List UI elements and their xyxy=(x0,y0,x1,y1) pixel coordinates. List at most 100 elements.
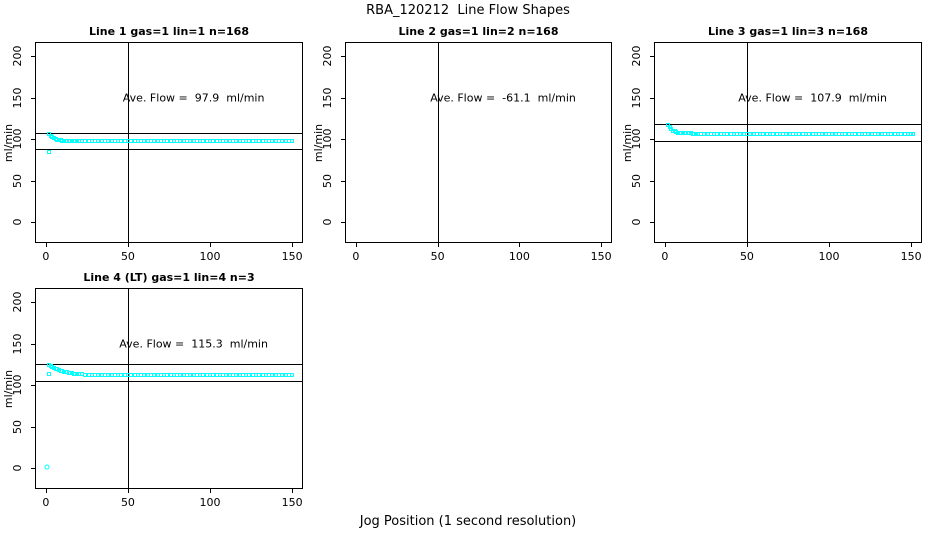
x-tick-label: 150 xyxy=(281,250,303,263)
panel-line-4: Line 4 (LT) gas=1 lin=4 n=3 ml/min Ave. … xyxy=(2,271,303,509)
y-tick-mark xyxy=(31,97,36,99)
y-tick-mark xyxy=(31,139,36,141)
ave-flow-annotation: Ave. Flow = 115.3 ml/min xyxy=(119,337,268,351)
x-tick-label: 150 xyxy=(281,496,303,509)
y-tick-mark xyxy=(341,180,346,182)
x-tick-label: 0 xyxy=(661,250,669,263)
y-tick-label: 50 xyxy=(11,173,24,188)
y-tick-mark xyxy=(341,222,346,224)
y-tick-label: 100 xyxy=(630,128,643,150)
ave-flow-annotation: Ave. Flow = -61.1 ml/min xyxy=(430,91,576,105)
reference-hline xyxy=(36,380,302,382)
x-tick-mark xyxy=(911,242,913,247)
ave-flow-annotation: Ave. Flow = 107.9 ml/min xyxy=(738,91,887,105)
reference-hline xyxy=(655,124,921,126)
x-tick-label: 50 xyxy=(430,250,445,263)
y-tick-mark xyxy=(31,385,36,387)
x-tick-label: 100 xyxy=(508,250,530,263)
x-tick-mark xyxy=(127,488,129,493)
y-tick-label: 100 xyxy=(11,128,24,150)
outlier-point xyxy=(47,371,52,376)
reference-vline xyxy=(746,43,748,242)
y-tick-label: 0 xyxy=(630,218,643,226)
plot-area: Ave. Flow = 115.3 ml/min 0 50 100 150 0 50 100… xyxy=(11,288,303,509)
y-tick-mark xyxy=(31,180,36,182)
reference-vline xyxy=(437,43,439,242)
x-tick-label: 50 xyxy=(120,250,135,263)
y-tick-mark xyxy=(31,302,36,304)
x-tick-mark xyxy=(127,242,129,247)
y-tick-mark xyxy=(31,468,36,470)
y-tick-label: 150 xyxy=(11,87,24,109)
x-tick-label: 0 xyxy=(42,250,50,263)
x-tick-mark xyxy=(746,242,748,247)
y-tick-label: 0 xyxy=(11,464,24,472)
y-tick-label: 200 xyxy=(11,45,24,67)
panel-title: Line 2 gas=1 lin=2 n=168 xyxy=(398,25,559,38)
y-tick-mark xyxy=(31,426,36,428)
x-tick-mark xyxy=(355,242,357,247)
x-tick-label: 0 xyxy=(42,496,50,509)
x-tick-mark xyxy=(437,242,439,247)
y-tick-mark xyxy=(31,56,36,58)
x-tick-mark xyxy=(210,242,212,247)
y-tick-label: 100 xyxy=(321,128,334,150)
plot-area: Ave. Flow = 107.9 ml/min 0 50 100 150 0 50 100… xyxy=(630,42,922,263)
x-tick-label: 150 xyxy=(590,250,612,263)
panel-title: Line 1 gas=1 lin=1 n=168 xyxy=(88,25,249,38)
y-tick-label: 0 xyxy=(321,218,334,226)
x-axis-label: Jog Position (1 second resolution) xyxy=(359,514,577,529)
y-tick-mark xyxy=(341,56,346,58)
y-tick-label: 50 xyxy=(11,419,24,434)
x-tick-label: 100 xyxy=(199,250,221,263)
y-tick-mark xyxy=(650,180,655,182)
x-tick-mark xyxy=(45,488,47,493)
outlier-point xyxy=(44,464,50,470)
y-tick-label: 200 xyxy=(321,45,334,67)
x-tick-mark xyxy=(519,242,521,247)
y-tick-mark xyxy=(341,139,346,141)
plot-area: Ave. Flow = -61.1 ml/min 0 50 100 150 0 50 100… xyxy=(321,42,612,263)
panel-title: Line 3 gas=1 lin=3 n=168 xyxy=(707,25,868,38)
panel-line-1: Line 1 gas=1 lin=1 n=168 ml/min Ave. Flo… xyxy=(2,25,303,263)
x-tick-label: 150 xyxy=(900,250,922,263)
x-tick-label: 50 xyxy=(739,250,754,263)
x-tick-label: 0 xyxy=(352,250,360,263)
y-tick-mark xyxy=(341,97,346,99)
x-tick-mark xyxy=(601,242,603,247)
y-tick-label: 0 xyxy=(11,218,24,226)
y-tick-label: 50 xyxy=(321,173,334,188)
x-tick-mark xyxy=(292,488,294,493)
reference-hline xyxy=(36,364,302,366)
panel-title: Line 4 (LT) gas=1 lin=4 n=3 xyxy=(83,271,255,284)
y-tick-label: 200 xyxy=(11,291,24,313)
reference-vline xyxy=(127,289,129,488)
data-point xyxy=(290,372,295,377)
y-tick-label: 150 xyxy=(321,87,334,109)
y-tick-mark xyxy=(650,56,655,58)
y-tick-label: 100 xyxy=(11,374,24,396)
panel-line-2: Line 2 gas=1 lin=2 n=168 ml/min Ave. Flo… xyxy=(312,25,612,263)
plot-area: Ave. Flow = 97.9 ml/min 0 50 100 150 0 50 100 1… xyxy=(11,42,303,263)
x-tick-mark xyxy=(829,242,831,247)
outlier-point xyxy=(47,149,52,154)
y-tick-label: 200 xyxy=(630,45,643,67)
x-tick-label: 100 xyxy=(818,250,840,263)
y-tick-mark xyxy=(650,97,655,99)
reference-hline xyxy=(655,140,921,142)
figure-title: RBA_120212 Line Flow Shapes xyxy=(366,3,570,18)
reference-hline xyxy=(36,132,302,134)
x-tick-mark xyxy=(45,242,47,247)
y-tick-label: 150 xyxy=(630,87,643,109)
y-tick-mark xyxy=(650,139,655,141)
panel-line-3: Line 3 gas=1 lin=3 n=168 ml/min Ave. Flo… xyxy=(621,25,922,263)
x-tick-mark xyxy=(664,242,666,247)
ave-flow-annotation: Ave. Flow = 97.9 ml/min xyxy=(122,91,265,105)
reference-hline xyxy=(36,149,302,151)
x-tick-label: 100 xyxy=(199,496,221,509)
data-point xyxy=(910,131,915,136)
y-tick-mark xyxy=(31,343,36,345)
x-tick-label: 50 xyxy=(120,496,135,509)
data-point xyxy=(290,139,295,144)
x-tick-mark xyxy=(210,488,212,493)
